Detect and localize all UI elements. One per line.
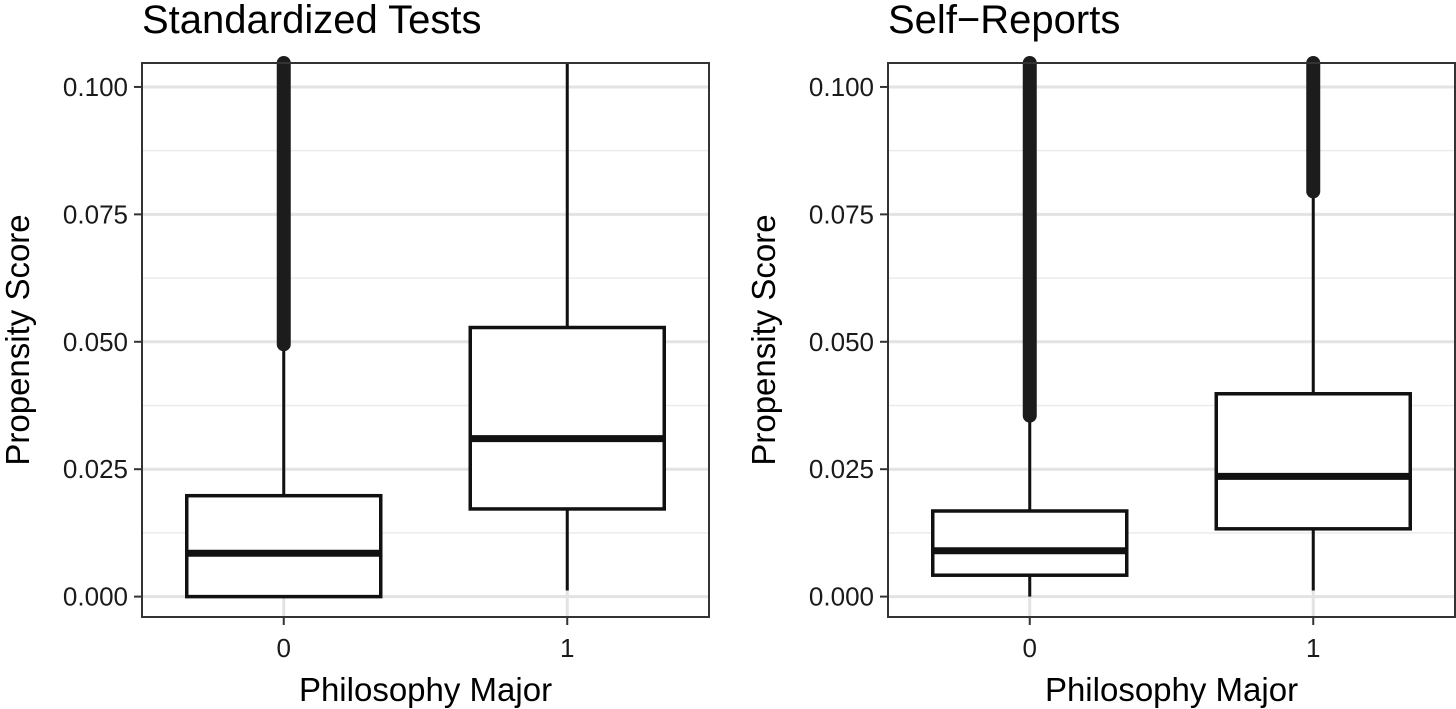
box-iqr xyxy=(931,509,1129,577)
box-0 xyxy=(185,56,383,599)
x-tick-label: 1 xyxy=(560,633,574,663)
box-1 xyxy=(1214,56,1412,591)
panel-title: Standardized Tests xyxy=(142,0,481,42)
x-axis-title: Philosophy Major xyxy=(299,671,552,708)
y-tick-label: 0.000 xyxy=(63,582,128,612)
box-0 xyxy=(931,56,1129,597)
y-tick-label: 0.075 xyxy=(63,199,128,229)
box-1 xyxy=(468,63,666,591)
panel-border xyxy=(887,62,1456,618)
panel-border xyxy=(141,62,710,618)
y-tick-label: 0.100 xyxy=(809,72,874,102)
box-iqr xyxy=(185,493,383,599)
box-iqr xyxy=(468,325,666,511)
chart-panel-1: 0.000 0.025 0.050 0.075 0.100 0 1 Standardized … xyxy=(0,0,710,708)
y-axis-title: Propensity Score xyxy=(745,214,782,465)
chart-panel-2: 0.000 0.025 0.050 0.075 0.100 0 1 Self−Reports P… xyxy=(745,0,1456,708)
y-tick-label: 0.075 xyxy=(809,199,874,229)
box-iqr xyxy=(1214,392,1412,531)
y-tick-label: 0.000 xyxy=(809,582,874,612)
x-tick-label: 1 xyxy=(1306,633,1320,663)
y-tick-label: 0.050 xyxy=(63,327,128,357)
y-tick-label: 0.100 xyxy=(63,72,128,102)
y-axis-title: Propensity Score xyxy=(0,214,36,465)
x-tick-label: 0 xyxy=(277,633,291,663)
panel-title: Self−Reports xyxy=(888,0,1120,42)
y-tick-label: 0.025 xyxy=(809,454,874,484)
y-tick-label: 0.050 xyxy=(809,327,874,357)
y-tick-label: 0.025 xyxy=(63,454,128,484)
x-axis-title: Philosophy Major xyxy=(1045,671,1298,708)
x-tick-label: 0 xyxy=(1023,633,1037,663)
